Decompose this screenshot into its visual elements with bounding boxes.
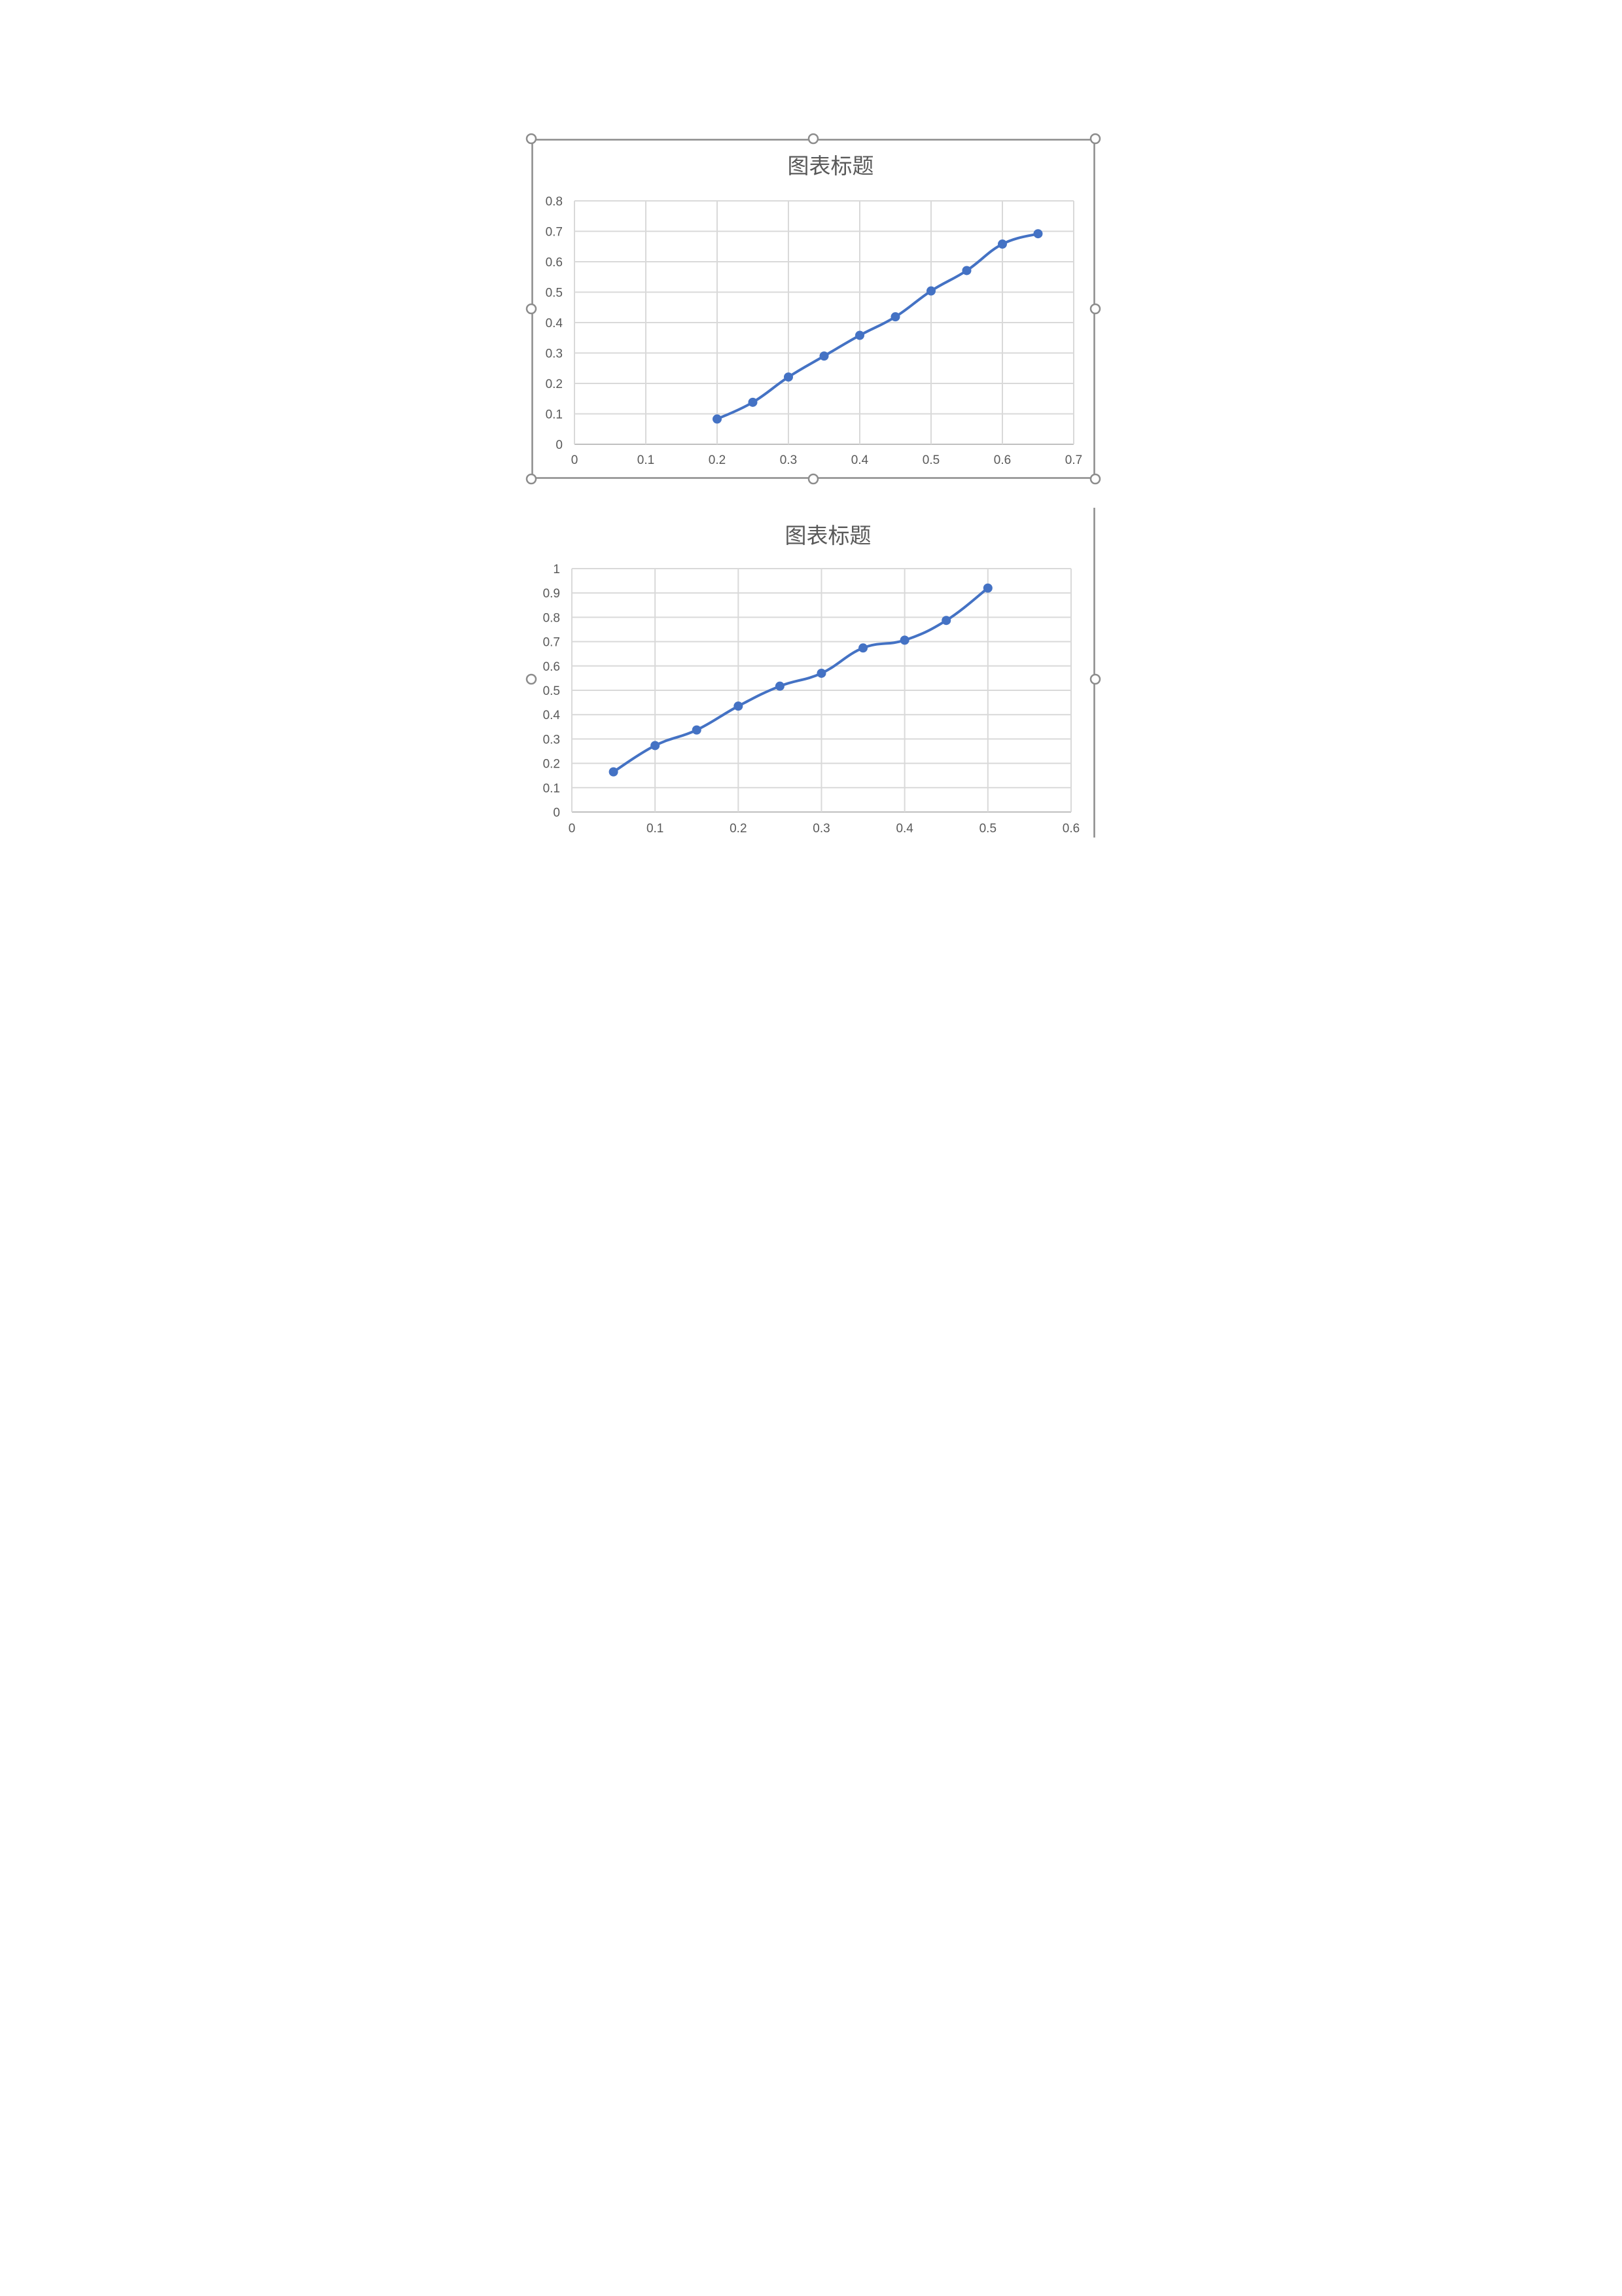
chart-1-canvas: 图表标题 0 0.1 0.2 0.3 0.4 0.5 0.6 0.7 0.8 0 0.1 0.2 0.3 0…: [525, 133, 1101, 485]
chart-2-x-tick-label: 0.6: [1063, 822, 1080, 836]
chart-1-data-point[interactable]: [998, 239, 1007, 249]
chart-1-y-tick-label: 0.3: [546, 347, 563, 361]
chart-1-frame-border: [531, 139, 1095, 479]
chart-1-resize-handle[interactable]: [807, 473, 819, 485]
chart-1-data-point[interactable]: [784, 372, 793, 382]
chart-1-y-tick-label: 0: [555, 438, 563, 452]
chart-2-y-tick-label: 0.2: [543, 758, 560, 771]
chart-2-y-tick-label: 0.8: [543, 611, 560, 625]
chart-2-title: 图表标题: [785, 523, 872, 548]
chart-2-data-point[interactable]: [858, 643, 868, 653]
chart-1-y-tick-label: 0.6: [546, 256, 563, 270]
chart-1-resize-handle[interactable]: [525, 303, 537, 315]
chart-2-x-tick-label: 0: [569, 822, 576, 836]
chart-1-resize-handle[interactable]: [1089, 473, 1101, 485]
chart-2-data-point[interactable]: [733, 701, 743, 711]
chart-1-data-point[interactable]: [819, 351, 829, 361]
chart-2-y-tick-label: 0.1: [543, 782, 560, 796]
chart-2[interactable]: 图表标题 0 0.1 0.2 0.3 0.4 0.5 0.6 0.7 0.8 0.9 1 0 0.1 0.2…: [525, 508, 1101, 840]
chart-1-y-tick-label: 0.5: [546, 287, 563, 300]
chart-1-x-tick-label: 0.7: [1065, 453, 1082, 467]
chart-2-data-point[interactable]: [900, 635, 909, 645]
chart-1-resize-handle[interactable]: [1089, 303, 1101, 315]
chart-1-y-tick-label: 0.4: [546, 317, 563, 330]
chart-1-x-tick-label: 0.1: [637, 453, 654, 467]
chart-1[interactable]: 图表标题 0 0.1 0.2 0.3 0.4 0.5 0.6 0.7 0.8 0 0.1 0.2 0.3 0…: [525, 133, 1101, 485]
chart-2-resize-handle[interactable]: [1089, 673, 1101, 685]
chart-1-x-tick-label: 0.4: [851, 453, 869, 467]
chart-2-y-tick-label: 0.9: [543, 587, 560, 601]
chart-2-x-tick-label: 0.2: [730, 822, 747, 836]
chart-2-y-tick-label: 0: [553, 806, 560, 820]
chart-1-data-point[interactable]: [713, 414, 722, 424]
chart-1-x-tick-label: 0.2: [709, 453, 726, 467]
chart-1-data-point[interactable]: [748, 397, 758, 407]
chart-1-resize-handle[interactable]: [1089, 133, 1101, 145]
chart-2-data-point[interactable]: [608, 767, 618, 777]
chart-2-data-point[interactable]: [942, 616, 951, 626]
chart-1-data-point[interactable]: [890, 312, 900, 322]
chart-2-y-tick-label: 1: [553, 563, 560, 576]
chart-1-resize-handle[interactable]: [807, 133, 819, 145]
chart-1-data-point[interactable]: [926, 286, 936, 296]
chart-1-x-tick-label: 0.6: [994, 453, 1011, 467]
chart-2-x-tick-label: 0.3: [813, 822, 830, 836]
chart-1-data-point[interactable]: [1033, 229, 1043, 239]
chart-1-x-tick-label: 0.5: [923, 453, 940, 467]
chart-1-data-point[interactable]: [855, 330, 864, 340]
chart-2-data-point[interactable]: [775, 681, 785, 691]
chart-2-data-point[interactable]: [817, 668, 826, 678]
chart-2-x-tick-label: 0.1: [646, 822, 663, 836]
chart-1-data-point[interactable]: [962, 266, 972, 275]
chart-1-y-tick-label: 0.7: [546, 226, 563, 239]
chart-2-y-tick-label: 0.4: [543, 709, 561, 722]
chart-2-x-tick-label: 0.4: [896, 822, 913, 836]
chart-1-y-tick-label: 0.8: [546, 195, 563, 209]
chart-1-title: 图表标题: [788, 153, 874, 179]
chart-2-data-point[interactable]: [983, 583, 993, 593]
chart-1-y-tick-label: 0.1: [546, 408, 563, 422]
chart-1-resize-handle[interactable]: [525, 473, 537, 485]
chart-2-x-tick-label: 0.5: [979, 822, 996, 836]
chart-2-resize-handle[interactable]: [525, 673, 537, 685]
chart-1-x-tick-label: 0: [571, 453, 578, 467]
chart-2-data-point[interactable]: [650, 741, 660, 751]
chart-2-series-line: [612, 586, 989, 773]
chart-1-resize-handle[interactable]: [525, 133, 537, 145]
chart-2-canvas: 图表标题 0 0.1 0.2 0.3 0.4 0.5 0.6 0.7 0.8 0.9 1 0 0.1 0.2…: [525, 508, 1101, 838]
chart-2-data-point[interactable]: [692, 725, 701, 735]
chart-2-y-tick-label: 0.7: [543, 636, 560, 650]
chart-1-y-tick-label: 0.2: [546, 378, 563, 391]
chart-1-x-tick-label: 0.3: [780, 453, 797, 467]
chart-2-y-tick-label: 0.3: [543, 733, 560, 747]
chart-2-y-tick-label: 0.5: [543, 684, 560, 698]
chart-1-series-line: [716, 232, 1040, 421]
chart-2-y-tick-label: 0.6: [543, 660, 560, 674]
